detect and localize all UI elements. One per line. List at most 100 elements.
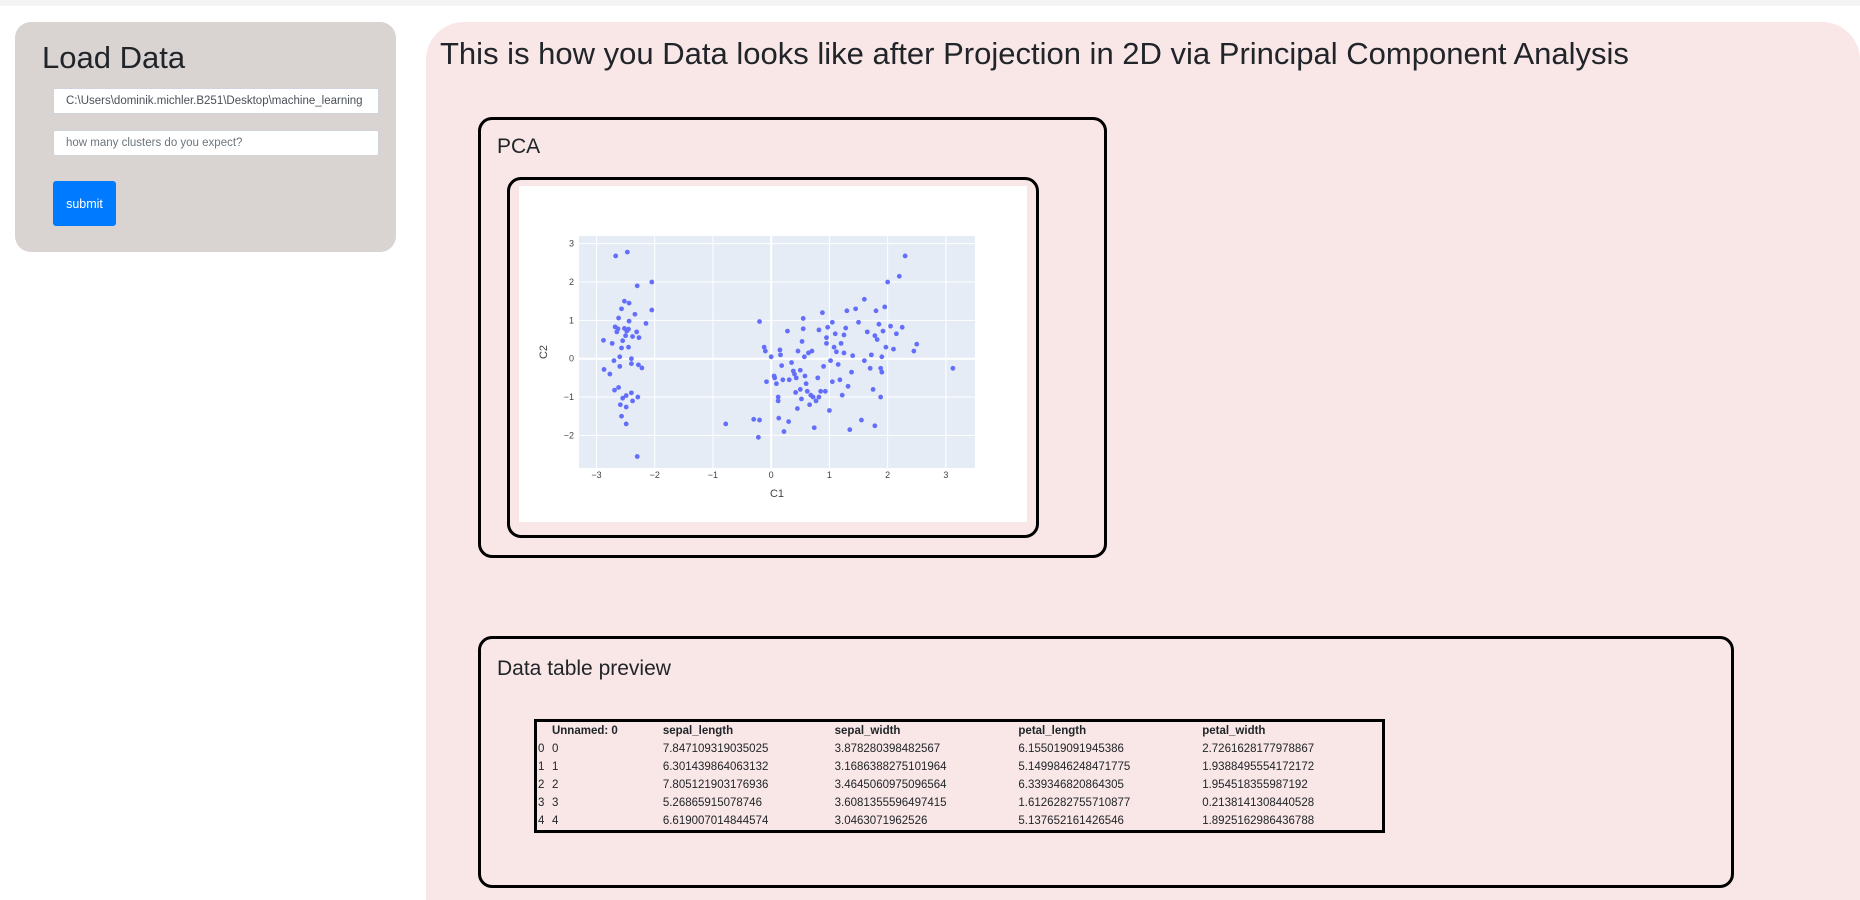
scatter-point[interactable] [761, 344, 767, 350]
scatter-point[interactable] [629, 356, 634, 362]
scatter-point[interactable] [899, 324, 905, 330]
scatter-point[interactable] [614, 329, 620, 335]
scatter-point[interactable] [775, 398, 781, 404]
scatter-point[interactable] [781, 429, 787, 434]
scatter-point[interactable] [802, 373, 808, 379]
scatter-point[interactable] [859, 417, 864, 423]
scatter-point[interactable] [888, 323, 893, 329]
scatter-point[interactable] [832, 331, 838, 337]
scatter-point[interactable] [806, 350, 811, 356]
file-path-input[interactable] [53, 88, 379, 114]
scatter-point[interactable] [617, 402, 623, 408]
scatter-point[interactable] [636, 362, 641, 368]
scatter-point[interactable] [804, 388, 810, 394]
scatter-point[interactable] [896, 273, 902, 279]
scatter-point[interactable] [825, 324, 831, 330]
scatter-point[interactable] [624, 249, 630, 255]
scatter-point[interactable] [820, 310, 825, 316]
scatter-point[interactable] [816, 327, 822, 333]
scatter-point[interactable] [872, 423, 878, 429]
scatter-point[interactable] [775, 394, 781, 400]
scatter-point[interactable] [873, 308, 879, 314]
scatter-point[interactable] [847, 427, 853, 433]
scatter-point[interactable] [617, 354, 623, 360]
scatter-point[interactable] [768, 354, 774, 360]
scatter-point[interactable] [878, 365, 884, 371]
scatter-point[interactable] [757, 319, 762, 324]
scatter-point[interactable] [626, 318, 632, 324]
scatter-point[interactable] [634, 283, 640, 289]
scatter-point[interactable] [811, 425, 817, 431]
scatter-point[interactable] [835, 362, 841, 367]
scatter-point[interactable] [757, 417, 762, 423]
scatter-point[interactable] [809, 348, 815, 354]
scatter-point[interactable] [616, 315, 621, 321]
pca-plot[interactable]: −3 −2 −1 0 1 2 3 −2 −1 0 1 2 3 C1 C2 [519, 186, 1027, 522]
scatter-point[interactable] [755, 434, 761, 440]
scatter-point[interactable] [607, 371, 613, 377]
scatter-point[interactable] [797, 367, 803, 373]
scatter-point[interactable] [839, 392, 845, 398]
scatter-point[interactable] [800, 316, 806, 321]
scatter-point[interactable] [789, 360, 794, 365]
scatter-point[interactable] [874, 337, 880, 342]
scatter-point[interactable] [828, 358, 833, 364]
scatter-point[interactable] [879, 354, 885, 360]
scatter-point[interactable] [623, 333, 628, 339]
scatter-point[interactable] [829, 379, 835, 385]
scatter-point[interactable] [872, 333, 878, 339]
scatter-point[interactable] [849, 369, 854, 375]
scatter-point[interactable] [632, 311, 638, 317]
scatter-point[interactable] [609, 340, 615, 346]
scatter-point[interactable] [843, 325, 849, 331]
scatter-point[interactable] [778, 352, 783, 358]
scatter-point[interactable] [601, 337, 606, 343]
scatter-point[interactable] [834, 349, 839, 355]
scatter-point[interactable] [764, 379, 769, 385]
scatter-point[interactable] [950, 365, 956, 371]
scatter-point[interactable] [801, 354, 807, 360]
scatter-point[interactable] [883, 344, 889, 350]
scatter-point[interactable] [601, 367, 607, 372]
scatter-point[interactable] [785, 328, 790, 334]
scatter-point[interactable] [617, 363, 623, 369]
scatter-point[interactable] [911, 348, 917, 354]
scatter-point[interactable] [880, 328, 886, 334]
scatter-point[interactable] [841, 332, 847, 338]
scatter-point[interactable] [774, 381, 779, 387]
scatter-point[interactable] [762, 348, 768, 354]
scatter-point[interactable] [845, 383, 851, 389]
scatter-point[interactable] [634, 454, 640, 459]
scatter-point[interactable] [850, 353, 856, 359]
scatter-point[interactable] [623, 393, 629, 398]
scatter-point[interactable] [815, 375, 821, 381]
scatter-point[interactable] [629, 390, 634, 396]
scatter-point[interactable] [799, 339, 805, 344]
scatter-point[interactable] [613, 253, 619, 259]
scatter-point[interactable] [612, 387, 617, 393]
scatter-point[interactable] [630, 398, 635, 404]
scatter-point[interactable] [870, 386, 876, 392]
scatter-point[interactable] [803, 381, 809, 387]
scatter-point[interactable] [623, 404, 629, 410]
submit-button[interactable]: submit [53, 181, 116, 226]
scatter-point[interactable] [639, 365, 645, 371]
scatter-point[interactable] [620, 338, 626, 344]
scatter-point[interactable] [827, 408, 832, 413]
pca-scatter-chart[interactable]: −3 −2 −1 0 1 2 3 −2 −1 0 1 2 3 C1 C2 [519, 186, 1027, 522]
scatter-point[interactable] [626, 300, 632, 306]
scatter-point[interactable] [861, 358, 867, 364]
scatter-point[interactable] [856, 319, 861, 325]
scatter-point[interactable] [821, 363, 826, 369]
scatter-point[interactable] [902, 253, 908, 259]
scatter-point[interactable] [861, 296, 867, 302]
scatter-point[interactable] [868, 352, 874, 358]
scatter-point[interactable] [630, 334, 635, 339]
scatter-point[interactable] [800, 326, 806, 332]
scatter-point[interactable] [831, 344, 837, 350]
scatter-point[interactable] [626, 344, 631, 350]
scatter-point[interactable] [841, 350, 847, 356]
scatter-point[interactable] [786, 419, 792, 424]
scatter-point[interactable] [634, 329, 640, 335]
scatter-point[interactable] [816, 394, 822, 400]
